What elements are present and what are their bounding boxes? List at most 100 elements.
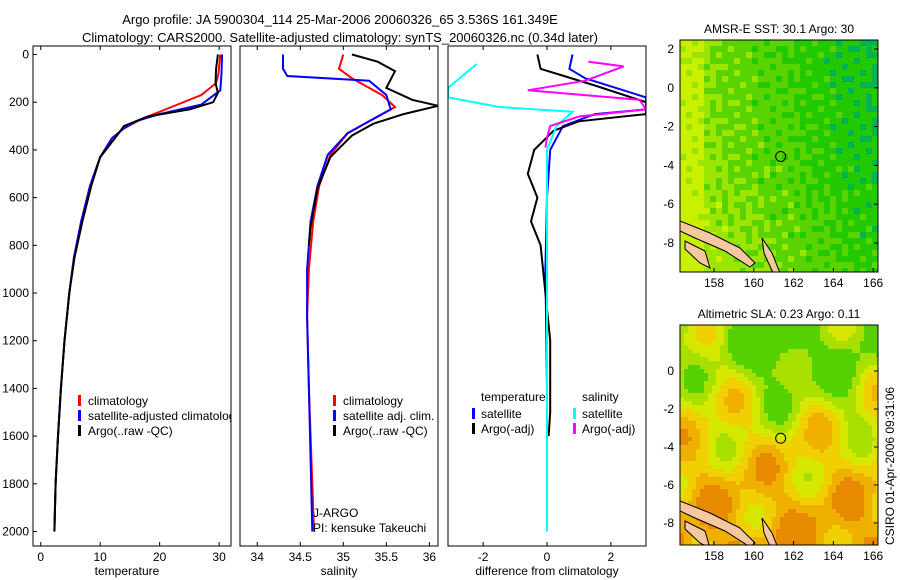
- title-line-1: Argo profile: JA 5900304_114 25-Mar-2006…: [122, 12, 558, 27]
- y-tick-label: 1600: [2, 429, 29, 443]
- map-title: AMSR-E SST: 30.1 Argo: 30: [704, 22, 854, 36]
- y-tick-label: 400: [9, 143, 29, 157]
- y-tick-label: -6: [663, 478, 674, 492]
- x-tick-label: 35.5: [375, 550, 399, 564]
- argo-location-marker: [775, 432, 787, 444]
- legend-entry: Argo(..raw -QC): [343, 424, 428, 438]
- series-line-satellite-adjusted-climatology: [53, 54, 224, 532]
- y-tick-label: 2: [667, 42, 674, 56]
- coastline-island: [761, 517, 778, 545]
- x-axis-label: salinity: [321, 564, 358, 578]
- series-line-salinity-satellite: [448, 63, 575, 532]
- argo-location-marker: [775, 150, 787, 162]
- x-tick-label: 0: [37, 550, 44, 564]
- legend-entry: satellite: [582, 407, 623, 421]
- map-frame: [679, 324, 879, 546]
- x-tick-label: 0: [544, 550, 551, 564]
- y-tick-label: -2: [663, 120, 674, 134]
- coastline-island: [761, 237, 781, 272]
- legend-swatch: [78, 395, 81, 406]
- coastline-island: [680, 500, 756, 545]
- y-tick-label: 200: [9, 95, 29, 109]
- title-line-2: Climatology: CARS2000. Satellite-adjuste…: [82, 30, 598, 45]
- axes-frame: [32, 45, 232, 547]
- coastline-island: [680, 220, 756, 268]
- series-line-climatology: [53, 54, 222, 532]
- x-tick-label: 2: [608, 550, 615, 564]
- y-tick-label: -8: [663, 236, 674, 250]
- y-tick-label: 1200: [2, 334, 29, 348]
- y-tick-label: -2: [663, 402, 674, 416]
- map-field: [680, 40, 878, 272]
- x-tick-label: 35: [337, 550, 351, 564]
- legend-swatch: [78, 425, 81, 436]
- legend-swatch: [472, 408, 475, 419]
- y-tick-label: 0: [667, 364, 674, 378]
- legend-swatch: [573, 423, 576, 434]
- series-line-argo-raw-qc-: [307, 53, 438, 246]
- x-tick-label: 158: [704, 549, 724, 563]
- sla-map: Altimetric SLA: 0.23 Argo: 0.11 158 160 162…: [663, 307, 883, 563]
- series-line-climatology: [306, 54, 397, 532]
- x-tick-label: 166: [863, 549, 883, 563]
- legend-swatch: [333, 395, 336, 406]
- legend-swatch: [333, 410, 336, 421]
- legend-entry: climatology: [343, 394, 403, 408]
- x-tick-label: 162: [784, 276, 804, 290]
- y-tick-label: 1000: [2, 286, 29, 300]
- legend-entry: satellite-adjusted climatology: [88, 409, 241, 423]
- x-tick-label: 158: [704, 276, 724, 290]
- series-line-temperature-satellite: [544, 54, 646, 532]
- x-tick-label: 162: [784, 549, 804, 563]
- x-tick-label: 166: [863, 276, 883, 290]
- legend-group-title: temperature: [481, 390, 546, 404]
- map-frame: [679, 39, 879, 273]
- axes-frame: [239, 45, 439, 547]
- profile-panel-2: 34 34.5 35 35.5 36 salinity climatologysatelli…: [239, 45, 439, 578]
- x-tick-label: 10: [94, 550, 108, 564]
- map-field: [680, 325, 878, 545]
- x-tick-label: 164: [823, 276, 843, 290]
- x-tick-label: 20: [153, 550, 167, 564]
- series-line-salinity-argo-adj-: [527, 60, 646, 148]
- y-tick-label: 1800: [2, 477, 29, 491]
- x-tick-label: 160: [744, 276, 764, 290]
- x-axis-label: temperature: [95, 564, 160, 578]
- legend-swatch: [472, 423, 475, 434]
- y-tick-label: -6: [663, 197, 674, 211]
- legend-entry: satellite adj. clim.: [343, 409, 434, 423]
- annotation: J-ARGO: [313, 506, 358, 520]
- y-tick-label: 0: [667, 81, 674, 95]
- legend-group-title: salinity: [582, 390, 619, 404]
- y-tick-label: -8: [663, 516, 674, 530]
- x-tick-label: 30: [212, 550, 226, 564]
- x-tick-label: 34: [251, 550, 265, 564]
- legend-swatch: [333, 425, 336, 436]
- y-tick-label: 600: [9, 191, 29, 205]
- y-tick-label: 1400: [2, 381, 29, 395]
- x-tick-label: 34.5: [289, 550, 313, 564]
- map-title: Altimetric SLA: 0.23 Argo: 0.11: [698, 307, 861, 321]
- series-line-argo-raw-qc-: [53, 54, 219, 532]
- legend-entry: satellite: [481, 407, 522, 421]
- legend-entry: Argo(-adj): [582, 422, 635, 436]
- legend-swatch: [573, 408, 576, 419]
- y-tick-label: -4: [663, 440, 674, 454]
- coastline-island: [684, 240, 711, 269]
- y-tick-label: -4: [663, 158, 674, 172]
- x-tick-label: -2: [478, 550, 489, 564]
- y-tick-label: 2000: [2, 525, 29, 539]
- y-tick-label: 800: [9, 238, 29, 252]
- series-line-satellite-adj-clim-: [282, 54, 392, 532]
- y-tick-label: 0: [22, 48, 29, 62]
- sst-map: AMSR-E SST: 30.1 Argo: 30 158 160 162 164 166…: [663, 22, 883, 290]
- x-tick-label: 164: [823, 549, 843, 563]
- legend-entry: Argo(-adj): [481, 422, 534, 436]
- legend-entry: Argo(..raw -QC): [88, 424, 173, 438]
- profile-panel-1: 0 10 20 30 0 200 400 600 800 1000 1200 1400 1600 1800…: [2, 45, 241, 578]
- coastline-island: [684, 520, 710, 545]
- annotation: PI: kensuke Takeuchi: [313, 521, 426, 535]
- side-label: CSIRO 01-Apr-2006 09:31:06: [883, 387, 897, 545]
